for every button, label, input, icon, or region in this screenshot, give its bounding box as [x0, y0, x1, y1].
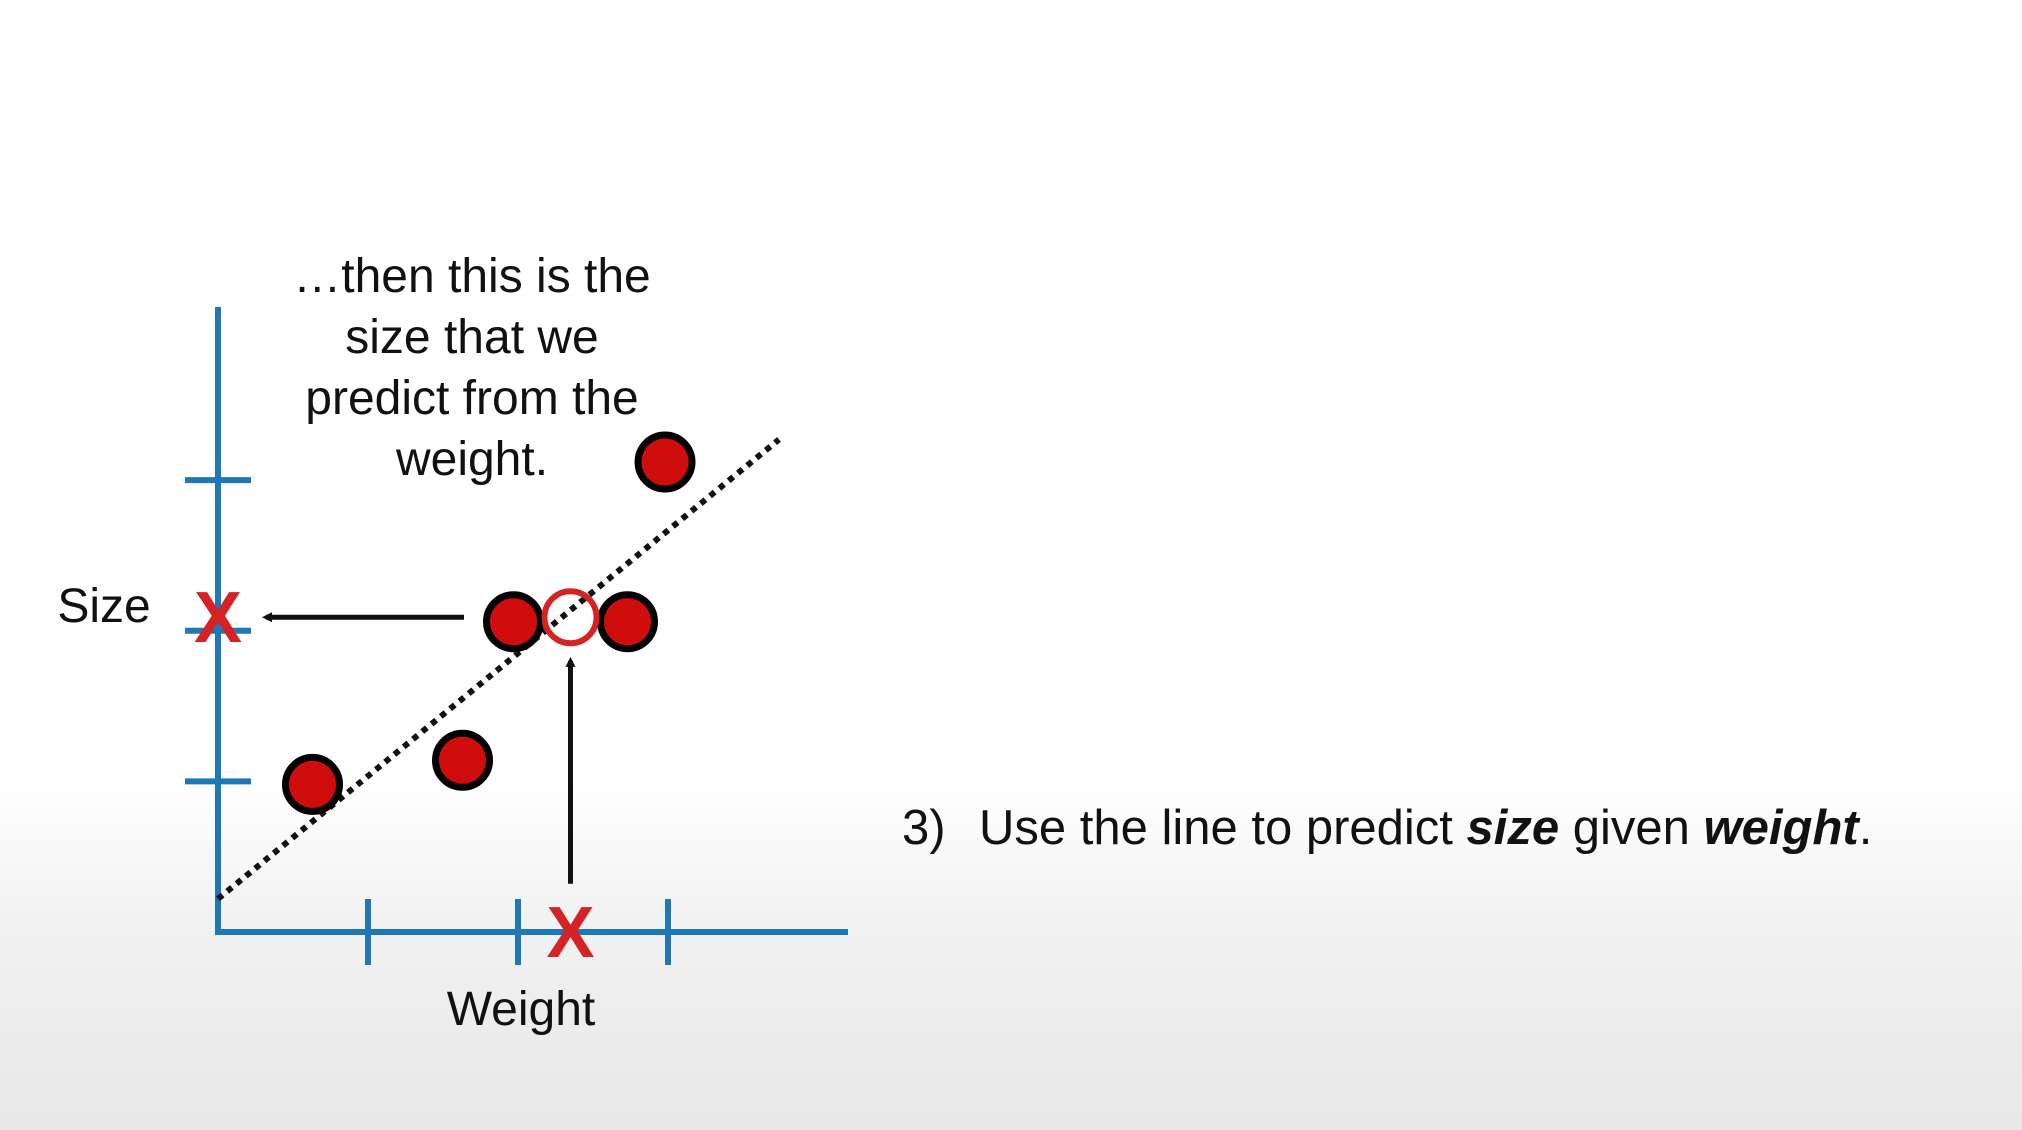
step-text-mid: given [1559, 801, 1704, 855]
regression-line [216, 437, 781, 902]
step-emphasis-size: size [1466, 801, 1560, 855]
data-point [432, 729, 493, 791]
annotation-line: predict from the [305, 372, 639, 425]
y-axis-marker: X [194, 578, 242, 658]
annotation-line: …then this is the [293, 250, 651, 303]
data-point [483, 591, 544, 653]
annotation-line: weight. [395, 433, 549, 486]
data-point [634, 431, 696, 493]
step-number: 3) [902, 801, 946, 855]
data-point [282, 753, 343, 815]
x-axis-label: Weight [447, 983, 596, 1036]
step-text-end: . [1858, 801, 1873, 855]
predicted-point [541, 588, 600, 647]
step-caption: 3) Use the line to predict size given wei… [902, 796, 1872, 860]
annotation-line: size that we [345, 311, 599, 364]
data-point [597, 591, 658, 653]
step-text-pre: Use the line to predict [979, 801, 1467, 855]
annotation-text: …then this is the size that we predict f… [262, 246, 682, 490]
y-axis-label: Size [57, 580, 150, 633]
x-axis-marker: X [546, 893, 594, 973]
step-emphasis-weight: weight [1703, 801, 1859, 855]
